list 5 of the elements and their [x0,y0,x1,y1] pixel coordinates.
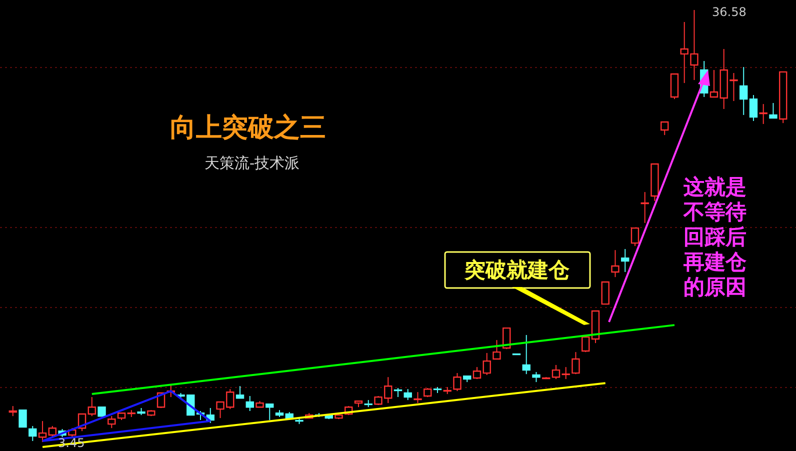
annotation: 36.58 [712,5,746,19]
text: 向上突破之三 [170,113,326,143]
annotation: 这就是不等待回踩后再建仓的原因 [682,174,748,299]
text: 天策流-技术派 [204,154,300,172]
annotation: 突破就建仓 [464,257,570,282]
